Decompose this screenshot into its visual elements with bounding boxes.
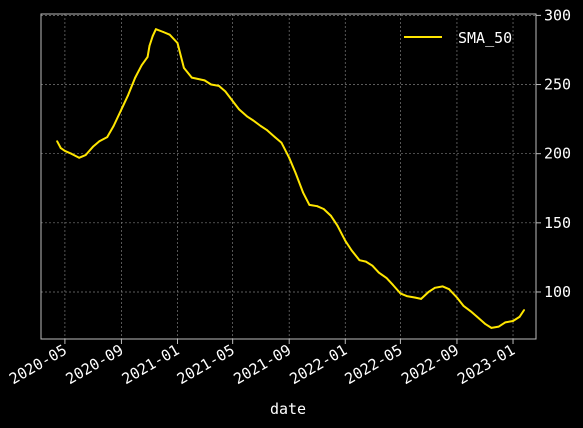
data-point [484,322,486,325]
data-point [441,285,444,288]
data-point [497,325,500,328]
data-point [280,141,283,144]
y-tick-label: 150 [544,214,571,232]
data-point [168,33,171,36]
data-point [56,140,58,143]
data-point [183,67,185,69]
data-point [365,260,367,263]
data-point [476,316,479,318]
data-point [427,291,430,293]
data-point [155,28,157,31]
y-axis: 100 150 200 250 300 [536,6,571,301]
data-point [203,79,206,82]
data-point [344,239,347,242]
data-point [84,154,87,157]
data-point [120,108,123,111]
data-point [405,295,408,297]
y-tick-label: 300 [544,6,571,24]
data-point [140,64,143,67]
data-point [413,296,416,299]
data-point [469,310,472,313]
data-point [490,327,493,329]
data-point [518,316,521,318]
data-point [59,147,62,150]
data-point [210,83,213,86]
data-point [78,156,80,159]
data-point [266,129,268,132]
data-point [252,119,255,122]
data-point [127,94,129,97]
data-point [238,108,241,111]
series-layer [56,28,525,329]
data-point [371,264,374,267]
legend: SMA_50 [404,29,512,47]
data-point [322,208,325,210]
data-point [462,304,465,307]
data-point [523,309,525,311]
y-tick-label: 100 [544,283,571,301]
data-point [308,204,311,206]
data-point [336,224,339,227]
data-point [218,85,220,87]
data-point [259,125,262,127]
data-point [98,140,101,143]
data-point [385,277,388,279]
data-point [134,76,137,79]
data-point [92,145,94,148]
data-point [302,191,304,194]
y-tick-label: 250 [544,76,571,94]
data-point [504,321,507,324]
data-point [70,152,73,155]
data-point [456,296,458,299]
data-point [330,215,332,217]
data-point [148,44,151,47]
data-point [358,259,361,262]
x-axis-label: date [270,400,306,418]
data-point [350,249,353,252]
grid [41,14,536,339]
data-point [392,284,394,286]
data-point [151,35,154,37]
legend-label-sma-50: SMA_50 [458,29,512,47]
data-point [112,125,115,127]
data-point [512,320,514,322]
data-point [231,100,234,102]
data-point [197,78,200,80]
data-point [316,205,319,208]
data-point [377,271,380,274]
plot-frame [40,13,537,340]
data-point [274,136,276,139]
data-point [146,56,149,58]
y-tick-label: 200 [544,145,571,163]
data-point [399,292,402,295]
data-point [434,286,436,289]
data-point [420,298,422,300]
data-point [294,172,297,174]
data-point [106,136,109,139]
data-point [162,31,165,33]
data-point [246,115,248,118]
data-point [176,42,179,44]
data-point [288,156,291,159]
data-point [64,150,66,152]
data-point [448,288,450,291]
data-point [224,90,227,93]
data-point [190,76,193,79]
